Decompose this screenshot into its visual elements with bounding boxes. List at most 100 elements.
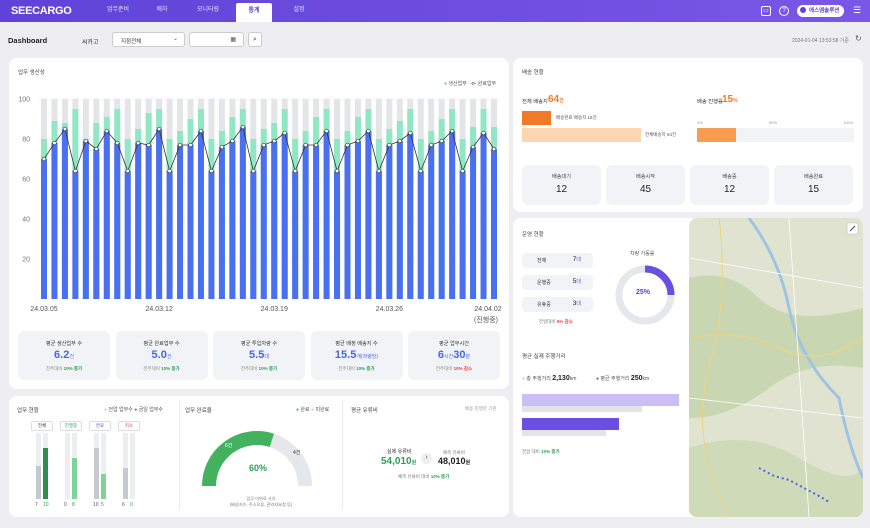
delivery-stage-box: 배송완료 15 xyxy=(774,165,853,205)
branch-select[interactable]: 지점전체 ⌄ xyxy=(112,32,185,47)
distance-avg-unit: km xyxy=(642,376,650,382)
delivery-stage-box: 배송중 12 xyxy=(690,165,769,205)
legend-completed-line-icon: -o- xyxy=(470,81,477,87)
divider xyxy=(179,400,180,510)
operation-row: 유휴중 3대 xyxy=(522,297,593,312)
delivery-status-title: 배송 현황 xyxy=(522,70,544,76)
completed-point xyxy=(157,126,162,132)
filter-bar: Dashboard 씨카고 지점전체 ⌄ ▦ ⌕ 2024-01-04 13:5… xyxy=(0,22,870,58)
nav-tab-statistics[interactable]: 통계 xyxy=(236,3,272,22)
total-destinations-label: 전체 배송지 xyxy=(522,99,548,105)
kpi-compare-text: 전주대비 xyxy=(45,366,63,371)
nav-tab-work-prep[interactable]: 업무준비 xyxy=(106,7,130,13)
completed-bar xyxy=(396,141,403,299)
kpi-compare-text: 전주대비 xyxy=(338,366,355,371)
completed-bar xyxy=(375,171,382,299)
actual-fee-number: 54,010 xyxy=(381,456,412,467)
completed-bar xyxy=(72,171,79,299)
work-prev-bar xyxy=(123,467,128,499)
distance-total-base-bar xyxy=(522,406,642,412)
completed-point xyxy=(41,156,47,162)
completed-point xyxy=(366,128,371,134)
work-today-value: 10 xyxy=(43,502,49,508)
completed-point xyxy=(303,142,308,148)
kpi-card: 평균 투입차량 수 5.5대 전주대비 10% 증가 xyxy=(213,331,305,380)
fee-hint: 배송 진행한 기준 xyxy=(465,406,497,411)
completed-point xyxy=(146,142,151,148)
completed-bar xyxy=(334,171,341,299)
user-name: 에스엠솔루션 xyxy=(809,8,840,14)
kpi-label: 평균 생산업무 수 xyxy=(45,341,83,347)
legend-completed-label: 완료업무 xyxy=(477,81,497,87)
legend-prev-label: 전업 업무수 xyxy=(108,407,133,413)
completed-bar xyxy=(145,145,152,299)
completed-bar xyxy=(166,171,173,299)
gauge-fill xyxy=(644,265,675,296)
map-fullscreen-icon[interactable] xyxy=(846,222,859,235)
distance-compare-change: 10% 증가 xyxy=(541,449,560,454)
completed-bar xyxy=(197,131,204,299)
date-input[interactable]: ▦ xyxy=(189,32,244,47)
completed-point xyxy=(272,138,277,144)
work-prev-value: 7 xyxy=(35,502,38,508)
operation-row-label: 유휴중 xyxy=(537,302,551,308)
vehicle-map[interactable] xyxy=(689,218,863,517)
refresh-icon[interactable]: ↻ xyxy=(855,34,862,43)
completed-bar xyxy=(302,145,309,299)
actual-fee-label: 실제 유류비 xyxy=(387,449,412,455)
delivery-progress-label: 배송 진행률 xyxy=(697,99,723,105)
operation-row-number: 5 xyxy=(572,278,577,285)
kpi-change: 전주대비 10% 증가 xyxy=(311,366,403,372)
kpi-number: 5.0 xyxy=(151,349,167,361)
productivity-legend: ● 생산업무 -o- 완료업무 xyxy=(444,80,496,87)
done-destinations-label: 배송완료 배송지 16건 xyxy=(556,115,597,120)
user-menu-button[interactable]: 에스엠솔루션 xyxy=(797,5,845,17)
kpi-value: 15.5개(차량당) xyxy=(311,349,403,361)
kpi-label: 평균 투입차량 수 xyxy=(240,341,278,347)
user-avatar-icon xyxy=(800,7,806,13)
nav-tab-settings[interactable]: 설정 xyxy=(293,7,305,13)
completed-bar xyxy=(480,133,487,299)
completed-bar xyxy=(470,147,477,299)
completed-bar xyxy=(103,131,110,299)
completed-bar xyxy=(260,145,267,299)
completed-point xyxy=(125,168,130,174)
x-tick-label: 24.03.19 xyxy=(261,306,288,313)
completed-point xyxy=(470,144,476,150)
completed-bar xyxy=(124,171,131,299)
kpi-value: 5.5대 xyxy=(213,349,305,361)
kpi-unit: 건 xyxy=(69,354,74,360)
monitor-icon[interactable]: ▭ xyxy=(761,6,771,16)
completed-point xyxy=(293,168,298,174)
delivery-stage-label: 배송대기 xyxy=(551,174,572,180)
delivery-stage-label: 배송중 xyxy=(722,174,737,180)
delivery-progress-track xyxy=(697,128,854,142)
completed-point xyxy=(83,138,88,144)
chevron-down-icon: ⌄ xyxy=(172,36,178,42)
nav-tab-monitoring[interactable]: 모니터링 xyxy=(196,7,220,13)
completed-point xyxy=(104,128,109,134)
hamburger-menu-icon[interactable]: ☰ xyxy=(853,5,862,15)
actual-fee-value: 54,010원 xyxy=(381,456,416,467)
seecargo-logo[interactable]: SEECARGO xyxy=(11,5,72,17)
completed-point xyxy=(188,142,193,148)
completed-bar xyxy=(354,141,361,299)
kpi-unit: 건 xyxy=(166,354,172,360)
nav-tab-dispatch[interactable]: 배차 xyxy=(156,7,168,13)
delivery-stage-box: 배송시작 45 xyxy=(606,165,685,205)
completed-bar xyxy=(459,171,466,299)
kpi-unit: 시간 xyxy=(444,354,454,360)
delivery-progress-number: 15 xyxy=(722,94,734,105)
fee-title: 평균 유류비 xyxy=(351,408,378,414)
legend-todo-label: 미완료 xyxy=(315,407,330,413)
delivery-progress-fill xyxy=(697,128,737,142)
work-prev-value: 6 xyxy=(122,502,125,508)
distance-compare-text: 전일 대비 xyxy=(522,449,540,454)
help-icon[interactable]: ? xyxy=(779,6,789,16)
work-status-group-label: 취소 xyxy=(118,421,140,431)
completed-bar xyxy=(135,143,142,299)
distance-total-unit: km xyxy=(569,376,577,382)
completion-fill xyxy=(202,431,274,487)
search-button[interactable]: ⌕ xyxy=(248,32,262,47)
completed-point xyxy=(324,128,329,134)
